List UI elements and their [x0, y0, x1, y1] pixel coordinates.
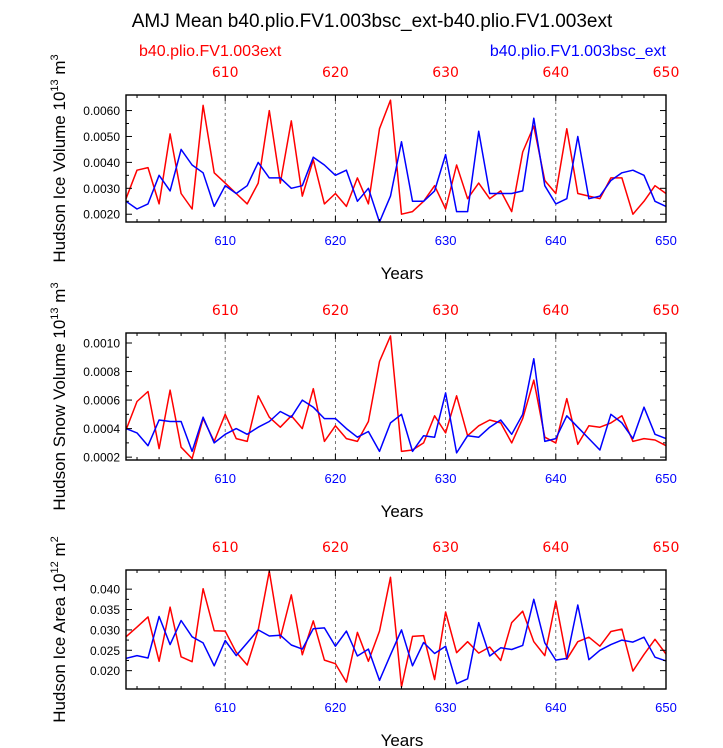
y-axis-title-exponent: 12: [49, 561, 61, 573]
y-tick-label: 0.040: [90, 583, 120, 597]
y-tick-label: 0.0008: [83, 365, 120, 379]
y-tick-label: 0.025: [90, 644, 120, 658]
x-tick-label-bottom: 650: [655, 471, 677, 486]
series-line-bsc-ext: [125, 598, 667, 685]
x-tick-label-top: 610: [212, 540, 239, 556]
y-tick-label: 0.020: [90, 664, 120, 678]
x-tick-label-top: 640: [542, 303, 569, 319]
x-tick-label-top: 630: [432, 540, 459, 556]
y-axis-title: Hudson Ice Volume 1013 m3: [49, 54, 69, 262]
x-tick-label-bottom: 650: [655, 700, 677, 715]
y-axis-title-unit-exponent: 2: [49, 536, 61, 542]
y-axis-title-unit-exponent: 3: [49, 54, 61, 60]
y-axis-title-unit: m: [50, 542, 69, 561]
y-tick-label: 0.0004: [83, 422, 120, 436]
x-tick-label-top: 620: [322, 65, 349, 81]
plot-frame: [125, 94, 667, 223]
series-line-ext: [125, 335, 667, 460]
y-tick-label: 0.0040: [83, 156, 120, 170]
panel-3: 0.020 0.025 0.030 0.035 0.040 610 610 620 620 630…: [49, 536, 679, 748]
x-tick-label-bottom: 630: [435, 471, 457, 486]
y-tick-label: 0.0020: [83, 208, 120, 222]
y-axis-title-main: Hudson Ice Area 10: [50, 573, 69, 722]
series-line-ext: [125, 570, 667, 688]
legend-right-label: b40.plio.FV1.003bsc_ext: [490, 43, 667, 60]
x-tick-label-bottom: 620: [325, 471, 347, 486]
y-tick-label: 0.0010: [83, 336, 120, 350]
y-tick-label: 0.0060: [83, 104, 120, 118]
chart-panels: 0.0020 0.0030 0.0040 0.0050 0.0060 610 610 620 6…: [49, 54, 679, 748]
y-tick-label: 0.035: [90, 603, 120, 617]
x-tick-label-bottom: 630: [435, 700, 457, 715]
x-tick-label-top: 650: [653, 540, 680, 556]
x-tick-label-bottom: 610: [214, 700, 236, 715]
x-tick-label-top: 640: [542, 540, 569, 556]
x-tick-label-bottom: 640: [545, 233, 567, 248]
x-axis-title: Years: [381, 502, 424, 521]
y-axis-title: Hudson Ice Area 1012 m2: [49, 536, 69, 723]
x-tick-label-bottom: 610: [214, 233, 236, 248]
panel-2: 0.0002 0.0004 0.0006 0.0008 0.0010 610 610 620 6…: [49, 282, 679, 521]
x-tick-label-top: 610: [212, 303, 239, 319]
x-axis-title: Years: [381, 264, 424, 283]
x-tick-label-top: 640: [542, 65, 569, 81]
x-tick-label-bottom: 640: [545, 471, 567, 486]
x-tick-label-bottom: 620: [325, 700, 347, 715]
x-tick-label-top: 610: [212, 65, 239, 81]
y-axis-title-main: Hudson Ice Volume 10: [50, 92, 69, 263]
x-tick-label-bottom: 620: [325, 233, 347, 248]
y-axis-title: Hudson Snow Volume 1013 m3: [49, 282, 69, 510]
chart-title: AMJ Mean b40.plio.FV1.003bsc_ext-b40.pli…: [132, 11, 613, 32]
plot-frame: [125, 332, 667, 461]
panel-1: 0.0020 0.0030 0.0040 0.0050 0.0060 610 610 620 6…: [49, 54, 679, 283]
y-axis-title-main: Hudson Snow Volume 10: [50, 320, 69, 511]
y-tick-label: 0.030: [90, 623, 120, 637]
x-tick-label-top: 650: [653, 303, 680, 319]
y-axis-title-unit: m: [50, 60, 69, 79]
x-tick-label-bottom: 610: [214, 471, 236, 486]
y-axis-title-unit: m: [50, 289, 69, 308]
x-tick-label-top: 630: [432, 303, 459, 319]
y-tick-label: 0.0002: [83, 451, 120, 465]
y-axis-title-unit-exponent: 3: [49, 282, 61, 288]
x-tick-label-top: 620: [322, 303, 349, 319]
x-tick-label-top: 630: [432, 65, 459, 81]
y-tick-label: 0.0006: [83, 394, 120, 408]
y-axis-title-exponent: 13: [49, 307, 61, 319]
legend-left-label: b40.plio.FV1.003ext: [139, 43, 282, 60]
series-line-bsc-ext: [125, 357, 667, 454]
y-tick-label: 0.0050: [83, 130, 120, 144]
series-line-bsc-ext: [125, 117, 667, 223]
x-tick-label-bottom: 640: [545, 700, 567, 715]
x-tick-label-bottom: 650: [655, 233, 677, 248]
x-tick-label-top: 620: [322, 540, 349, 556]
x-tick-label-bottom: 630: [435, 233, 457, 248]
y-tick-label: 0.0030: [83, 182, 120, 196]
x-tick-label-top: 650: [653, 65, 680, 81]
y-axis-title-exponent: 13: [49, 79, 61, 91]
series-line-ext: [125, 99, 667, 215]
x-axis-title: Years: [381, 731, 424, 748]
